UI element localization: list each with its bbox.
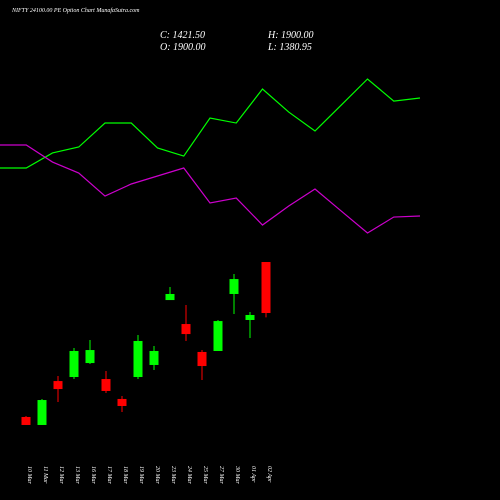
candle-body [245,314,255,320]
low-label: L: 1380.95 [267,42,312,53]
candle-body [21,416,31,425]
x-tick-label: 27 Mar [218,466,224,484]
indicator-line [0,78,421,169]
x-tick-label: 13 Mar [74,466,80,484]
candle-body [261,262,271,314]
x-tick-label: 12 Mar [58,466,64,484]
candle-body [53,381,63,390]
x-tick-label: 02 Apr [266,466,272,483]
x-tick-label: 25 Mar [202,466,208,484]
x-tick-label: 20 Mar [154,466,160,484]
x-tick-label: 19 Mar [138,466,144,484]
candle-body [117,398,127,407]
high-label: H: 1900.00 [267,30,314,41]
chart-title: NIFTY 24100.00 PE Option Chart MunafaSut… [11,7,140,14]
candle-body [213,321,223,352]
close-label: C: 1421.50 [160,30,205,41]
x-tick-label: 18 Mar [122,466,128,484]
x-tick-label: 30 Mar [234,465,240,484]
candle-body [197,351,207,367]
x-tick-label: 16 Mar [90,466,96,484]
candle-body [85,350,95,364]
x-tick-label: 11 Mar [42,466,48,484]
candle-body [69,351,79,378]
indicator-line [0,144,421,234]
x-tick-label: 24 Mar [186,466,193,484]
x-tick-label: 17 Mar [106,466,112,484]
candle-body [101,379,111,391]
candle-body [229,279,239,294]
open-label: O: 1900.00 [160,42,206,53]
x-tick-label: 23 Mar [170,466,176,484]
candle-body [165,293,175,301]
x-tick-label: 01 Apr [250,466,256,483]
x-tick-label: 10 Mar [26,466,32,484]
candle-body [149,351,159,365]
candle-body [133,340,143,378]
candle-body [181,324,191,335]
candle-body [37,400,47,425]
